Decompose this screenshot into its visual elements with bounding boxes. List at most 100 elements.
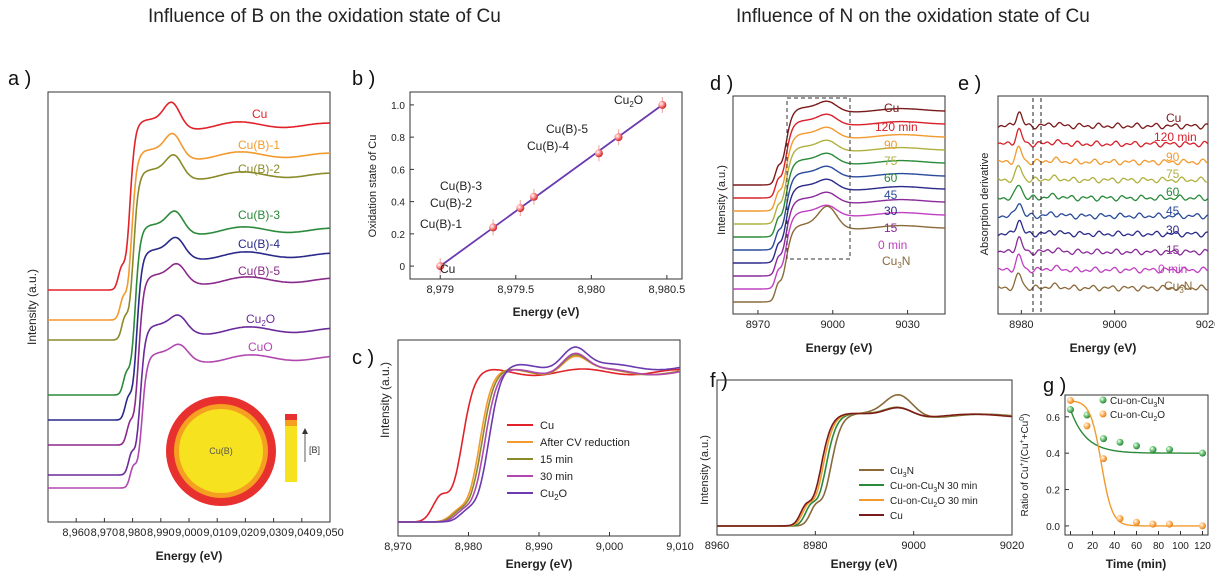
- panel-f-curves: [717, 393, 1013, 527]
- panel-g-marks: [1067, 396, 1206, 530]
- panel-e-curve-5: [998, 203, 1209, 220]
- panel-d-curve-8: [733, 204, 945, 290]
- g-legend-cu-on-cu2o: Cu-on-Cu2O: [1110, 410, 1165, 423]
- f-x-tick-label-2: 9000: [901, 540, 925, 552]
- panel-a-letter: a ): [8, 68, 32, 90]
- g-x-tick-label-4: 80: [1153, 541, 1165, 552]
- g-x-tick-label-3: 60: [1131, 541, 1143, 552]
- panel-f-curve-1: [717, 406, 1013, 527]
- left-section-title: Influence of B on the oxidation state of…: [148, 6, 501, 27]
- c-x-tick-label-4: 9,010: [666, 541, 694, 553]
- gradient-bar-orange: [285, 420, 297, 426]
- panel-a-x-axis-label: Energy (eV): [156, 549, 223, 563]
- a-x-tick-label-6: 9,020: [232, 527, 260, 539]
- panel-f-x-axis-label: Energy (eV): [831, 557, 898, 571]
- legend-15-min: 15 min: [540, 454, 573, 466]
- gradient-bar-yellow: [285, 426, 297, 482]
- d-label-30: 30: [884, 204, 898, 218]
- g-legend-marker-2: [1099, 410, 1107, 418]
- panel-b-point-5: [614, 133, 623, 142]
- panel-e-frame: [997, 95, 1209, 315]
- d-label-60: 60: [884, 171, 898, 185]
- b-y-tick-label-4: 0.8: [391, 133, 405, 144]
- panel-b-point-1: [489, 223, 498, 232]
- panel-e-curve-8: [997, 253, 1209, 274]
- panel-e: 8980 9000 9020 Energy (eV) Absorption deri…: [979, 95, 1215, 355]
- label-cu2o: Cu2O: [246, 312, 275, 328]
- a-x-tick-label-4: 9,000: [175, 527, 203, 539]
- panel-g-point-1-7: [1199, 522, 1206, 530]
- point-label-cu-b-1: Cu(B)-1: [420, 217, 462, 231]
- panel-b-marks: [436, 96, 667, 275]
- g-y-tick-label-1: 0.2: [1046, 486, 1060, 497]
- panel-a: 8,960 8,970 8,980 8,990 9,000 9,010 9,020 9,030…: [25, 91, 344, 563]
- a-x-tick-label-7: 9,030: [260, 527, 288, 539]
- d-label-cu: Cu: [884, 101, 899, 115]
- f-x-tick-label-3: 9020: [1000, 540, 1024, 552]
- panel-c-curve-0: [398, 368, 680, 523]
- panel-g-point-1-4: [1133, 518, 1140, 526]
- panel-b-ticks: 8,979 8,979.5 8,980 8,980.5 0 0.2 0.4 0.6 0.8 1.0: [391, 101, 685, 296]
- g-x-tick-label-1: 20: [1087, 541, 1099, 552]
- e-label-45: 45: [1166, 204, 1180, 218]
- c-x-tick-label-2: 8,990: [525, 541, 553, 553]
- panel-a-curve-1: [48, 132, 331, 321]
- c-x-tick-label-0: 8,970: [384, 541, 412, 553]
- right-section-title: Influence of N on the oxidation state of…: [736, 6, 1090, 27]
- label-cuo: CuO: [248, 340, 273, 354]
- boron-label: [B]: [309, 445, 320, 455]
- panel-g-ticks: 0 20 40 60 80 100 120 0.0 0.2 0.4 0.6: [1046, 413, 1211, 552]
- panel-c-curves: [398, 346, 681, 523]
- panel-g-point-0-7: [1199, 449, 1206, 457]
- d-label-90: 90: [884, 138, 898, 152]
- g-y-tick-label-3: 0.6: [1046, 413, 1060, 424]
- f-legend-cu: Cu: [890, 511, 903, 522]
- point-label-cu-b-5: Cu(B)-5: [546, 122, 588, 136]
- panel-b: 8,979 8,979.5 8,980 8,980.5 0 0.2 0.4 0.6 0.8 1.0…: [367, 91, 685, 319]
- panel-b-frame: [409, 91, 683, 280]
- legend-cu: Cu: [540, 420, 554, 432]
- panel-e-y-axis-label: Absorption derivative: [979, 153, 991, 256]
- particle-inset: Cu(B) [B]: [166, 396, 320, 506]
- g-x-tick-label-0: 0: [1068, 541, 1074, 552]
- d-label-75: 75: [884, 154, 898, 168]
- panel-c-x-ticks: 8,970 8,980 8,990 9,000 9,010: [384, 532, 694, 553]
- d-x-tick-label-2: 9030: [895, 319, 919, 331]
- panel-c-curve-2: [398, 353, 681, 523]
- panel-b-fit-line: [439, 104, 663, 267]
- b-y-tick-label-5: 1.0: [391, 101, 405, 112]
- panel-g-legend: Cu-on-Cu3N Cu-on-Cu2O: [1099, 396, 1165, 423]
- d-label-cu3n: Cu3N: [882, 254, 910, 270]
- panel-g-point-0-6: [1166, 446, 1173, 454]
- panel-a-curve-5: [48, 262, 331, 446]
- panel-c-curve-4: [398, 346, 681, 523]
- panel-a-curve-3: [48, 210, 330, 396]
- e-x-tick-label-1: 9000: [1102, 319, 1126, 331]
- panel-c-y-axis-label: Intensity (a.u.): [378, 362, 392, 438]
- legend-30-min: 30 min: [540, 471, 573, 483]
- particle-core: [179, 409, 263, 493]
- panel-c-x-axis-label: Energy (eV): [506, 557, 573, 571]
- panel-g-point-1-2: [1100, 455, 1107, 463]
- a-x-tick-label-0: 8,960: [62, 527, 90, 539]
- panel-g-point-0-5: [1149, 446, 1157, 454]
- label-cu: Cu: [252, 107, 267, 121]
- panel-d-curve-7: [733, 191, 945, 277]
- point-label-cu: Cu: [440, 262, 455, 276]
- e-x-tick-label-0: 8980: [1009, 319, 1033, 331]
- panel-g-point-0-0: [1067, 406, 1074, 414]
- e-label-30: 30: [1166, 223, 1180, 237]
- panel-f-letter: f ): [710, 370, 728, 392]
- g-legend-cu-on-cu3n: Cu-on-Cu3N: [1110, 396, 1165, 409]
- panel-a-x-ticks: 8,960 8,970 8,980 8,990 9,000 9,010 9,020 9,030…: [62, 518, 344, 539]
- panel-b-x-axis-label: Energy (eV): [513, 305, 580, 319]
- f-legend-cu-on-cu2o: Cu-on-Cu2O 30 min: [890, 496, 978, 509]
- panel-d-x-ticks: 8970 9000 9030: [746, 310, 920, 331]
- particle-core-label: Cu(B): [209, 446, 233, 456]
- g-x-tick-label-2: 40: [1109, 541, 1121, 552]
- panel-d-letter: d ): [710, 73, 734, 95]
- panel-a-curves: [48, 101, 331, 489]
- point-label-cu2o: Cu2O: [614, 93, 643, 109]
- d-label-45: 45: [884, 188, 898, 202]
- panel-d-curve-9: [733, 205, 945, 303]
